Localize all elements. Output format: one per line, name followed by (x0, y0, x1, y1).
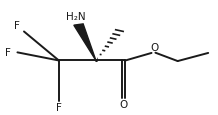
Text: F: F (56, 103, 62, 112)
Text: F: F (14, 21, 20, 31)
Polygon shape (74, 25, 96, 61)
Text: O: O (151, 42, 159, 52)
Text: H₂N: H₂N (66, 12, 86, 22)
Text: F: F (5, 47, 11, 57)
Text: O: O (119, 99, 128, 109)
